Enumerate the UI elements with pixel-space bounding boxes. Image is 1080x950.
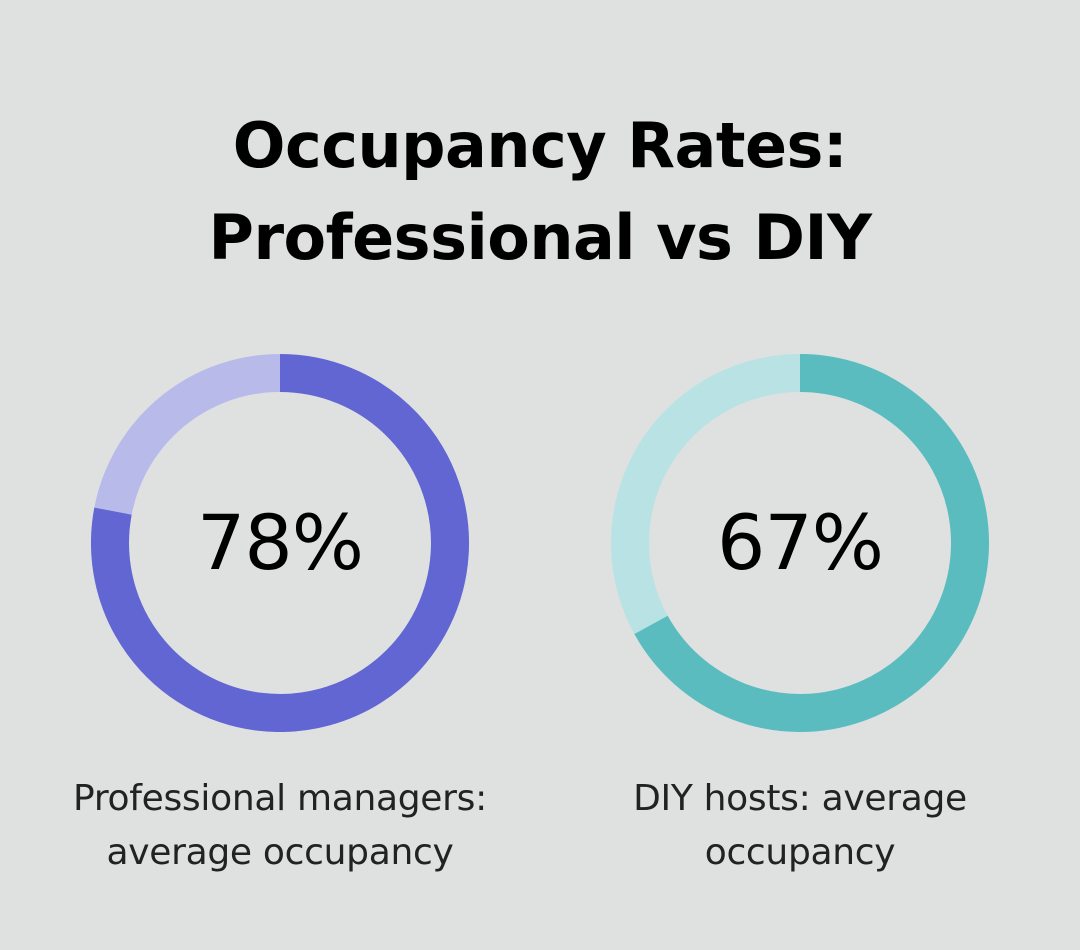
caption-diy-line-2: occupancy — [704, 832, 896, 873]
donut-chart-professional: 78% — [91, 354, 469, 732]
caption-professional-line-2: average occupancy — [106, 832, 454, 873]
donut-arc-professional — [91, 354, 469, 732]
chart-title-line-2: Professional vs DIY — [208, 201, 872, 274]
donut-value-professional: 78% — [197, 498, 364, 587]
chart-title-line-1: Occupancy Rates: — [232, 109, 848, 182]
donut-svg-diy — [611, 354, 989, 732]
donut-arc-diy — [634, 354, 989, 732]
caption-professional: Professional managers: average occupancy — [40, 772, 520, 880]
donut-chart-diy: 67% — [611, 354, 989, 732]
caption-diy: DIY hosts: average occupancy — [560, 772, 1040, 880]
donut-svg-professional — [91, 354, 469, 732]
chart-title: Occupancy Rates: Professional vs DIY — [0, 100, 1080, 284]
caption-professional-line-1: Professional managers: — [73, 778, 487, 819]
donut-value-diy: 67% — [717, 498, 884, 587]
caption-diy-line-1: DIY hosts: average — [633, 778, 967, 819]
